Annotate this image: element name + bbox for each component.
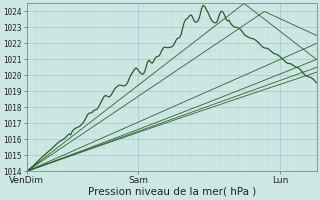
X-axis label: Pression niveau de la mer( hPa ): Pression niveau de la mer( hPa ) (88, 187, 256, 197)
